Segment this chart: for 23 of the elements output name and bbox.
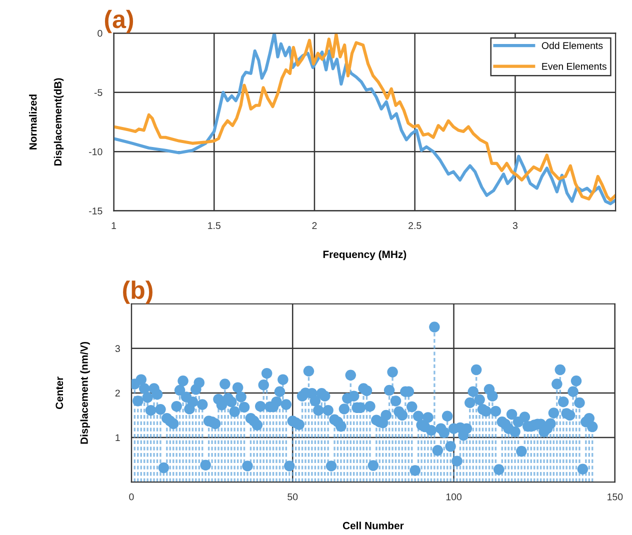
y-tick-label: 3 [115, 345, 120, 352]
y-tick-label: -15 [89, 208, 102, 214]
x-tick-label: 2.5 [408, 222, 422, 230]
y-tick-label: -5 [94, 89, 102, 96]
x-axis-title: Frequency (MHz) [323, 250, 406, 260]
x-tick-label: 2 [312, 222, 317, 229]
x-tick-label: 50 [288, 493, 298, 500]
x-tick-label: 0 [129, 493, 134, 500]
text: Normalized Displacement(dB) [29, 78, 64, 166]
x-axis-title: Cell Number [342, 522, 404, 530]
x-tick-label: 1.5 [208, 222, 220, 230]
text: Center Displacement (nm/V) [56, 342, 90, 444]
y-tick-label: 0 [98, 30, 102, 37]
chart-title: (a) [104, 10, 134, 34]
y-tick-label: -10 [89, 148, 102, 156]
x-tick-label: 3 [512, 222, 518, 230]
y-tick-label: 1 [116, 434, 120, 442]
legend-label: Even Elements [542, 62, 606, 70]
x-tick-label: 100 [446, 493, 462, 500]
chart-title: (b) [123, 280, 152, 304]
y-tick-label: 2 [115, 390, 120, 396]
x-tick-label: 150 [608, 493, 623, 500]
legend-label: Odd Elements [542, 42, 603, 50]
